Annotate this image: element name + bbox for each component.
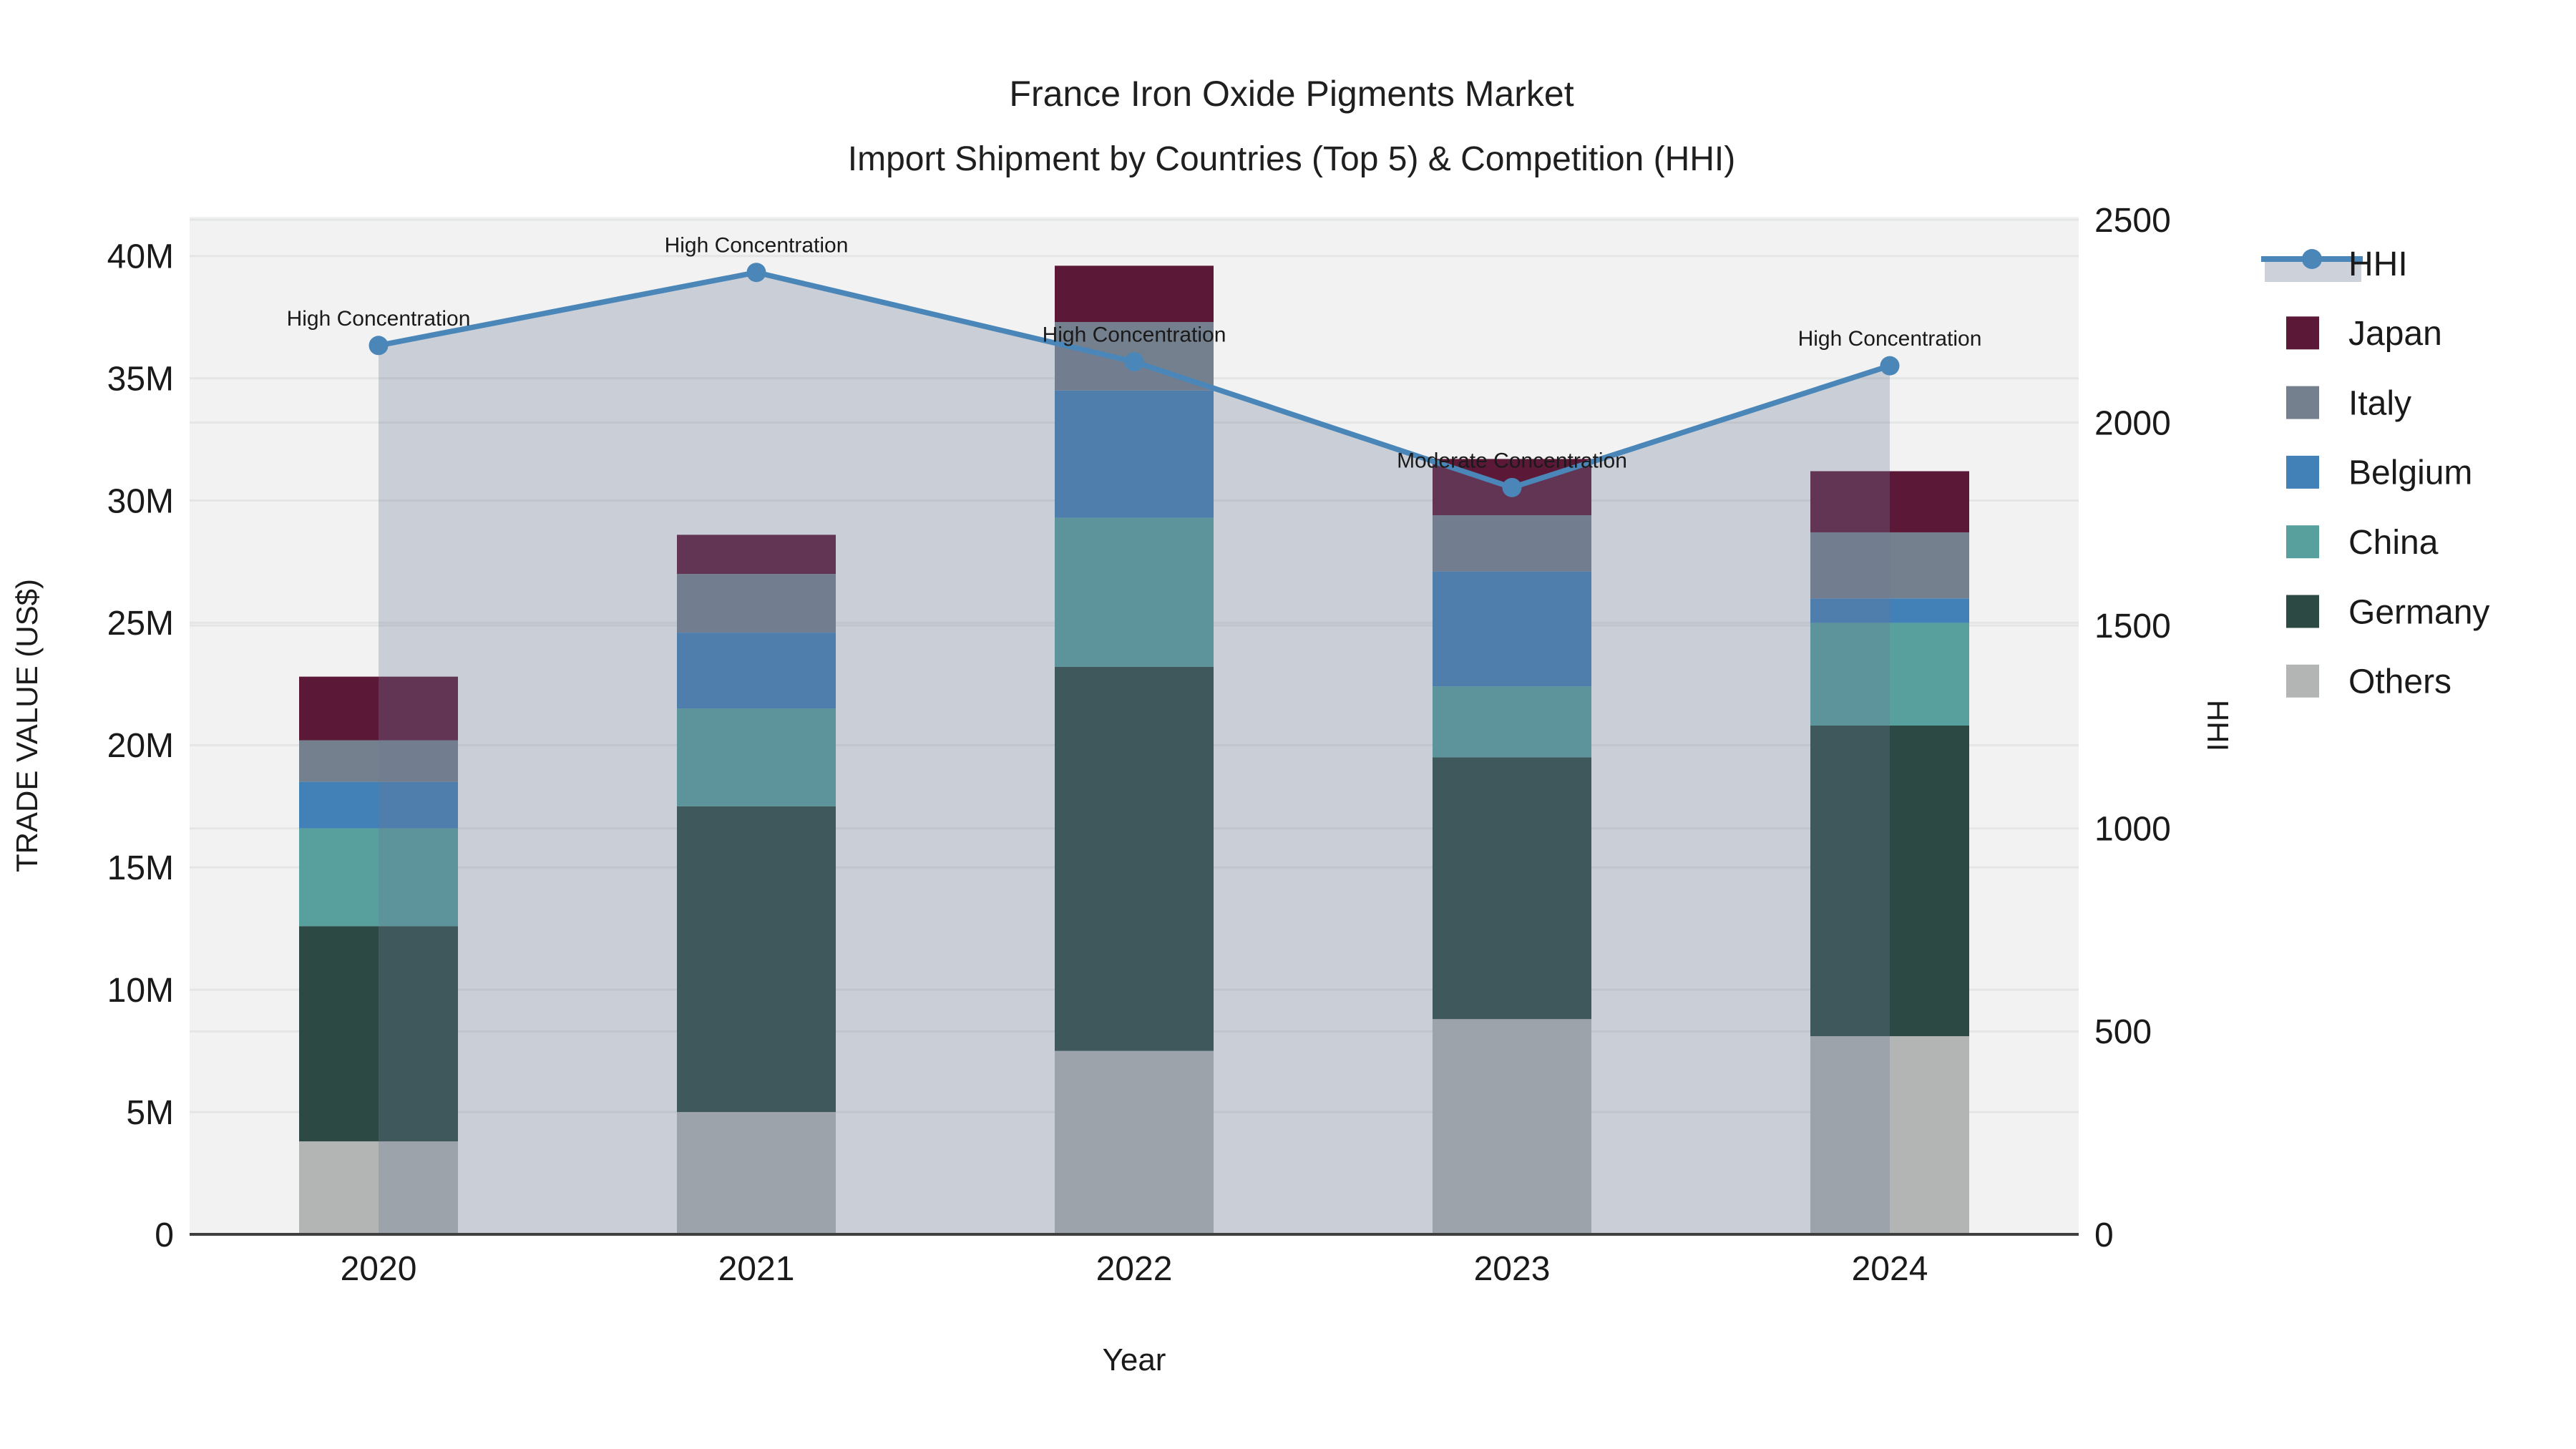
x-tick-2020: 2020 [341,1250,417,1288]
legend-swatch-germany [2286,595,2319,628]
y-right-axis-title: HHI [2201,700,2235,751]
legend-label: China [2348,524,2439,562]
bar-segment-china-2020[interactable] [299,828,458,927]
bar-segment-italy-2024[interactable] [1810,532,1969,599]
bar-segment-others-2024[interactable] [1810,1036,1969,1234]
hhi-marker-2021[interactable] [746,263,766,283]
legend-label: Italy [2348,384,2411,422]
annotation-2023: Moderate Concentration [1397,449,1627,472]
y-right-tick: 1500 [2094,608,2171,645]
bar-segment-italy-2021[interactable] [677,574,836,633]
bar-segment-japan-2024[interactable] [1810,471,1969,532]
bar-segment-japan-2020[interactable] [299,676,458,741]
chart-subtitle: Import Shipment by Countries (Top 5) & C… [848,140,1735,178]
legend-item-others[interactable]: Others [2286,663,2451,701]
y-right-tick: 500 [2094,1013,2152,1051]
x-tick-2022: 2022 [1096,1250,1173,1288]
annotation-2024: High Concentration [1798,327,1982,351]
legend-item-japan[interactable]: Japan [2286,315,2442,353]
bar-segment-china-2022[interactable] [1055,517,1214,667]
bar-segment-italy-2020[interactable] [299,740,458,782]
bar-segment-others-2023[interactable] [1433,1019,1591,1234]
y-left-axis-title: TRADE VALUE (US$) [10,579,44,872]
bar-segment-germany-2022[interactable] [1055,666,1214,1051]
bar-segment-italy-2023[interactable] [1433,515,1591,572]
y-left-tick: 20M [107,727,174,765]
legend-swatch-belgium [2286,455,2319,489]
bar-segment-belgium-2021[interactable] [677,633,836,709]
y-right-tick: 1000 [2094,811,2171,849]
y-left-tick: 5M [126,1094,174,1132]
bar-segment-germany-2020[interactable] [299,926,458,1142]
bar-segment-belgium-2023[interactable] [1433,571,1591,687]
bar-segment-japan-2022[interactable] [1055,265,1214,322]
legend-label: Germany [2348,593,2489,631]
legend-item-hhi[interactable]: HHI [2261,245,2408,283]
bar-segment-china-2024[interactable] [1810,623,1969,726]
legend-label: Belgium [2348,454,2472,492]
bar-segment-belgium-2022[interactable] [1055,390,1214,518]
legend-swatch-others [2286,664,2319,698]
x-axis-title: Year [1103,1342,1166,1377]
legend-label: Japan [2348,315,2442,353]
annotation-2022: High Concentration [1043,323,1226,346]
bar-segment-others-2022[interactable] [1055,1050,1214,1234]
legend-item-belgium[interactable]: Belgium [2286,454,2472,492]
hhi-marker-2020[interactable] [369,336,389,356]
legend-item-china[interactable]: China [2286,524,2439,562]
legend-label: HHI [2348,245,2408,283]
bar-segment-others-2021[interactable] [677,1112,836,1234]
legend-swatch-japan [2286,316,2319,350]
legend-label: Others [2348,663,2451,701]
x-tick-2021: 2021 [718,1250,795,1288]
y-right-tick: 2500 [2094,202,2171,240]
legend-item-germany[interactable]: Germany [2286,593,2489,631]
bar-segment-belgium-2020[interactable] [299,781,458,829]
y-left-tick: 25M [107,605,174,643]
legend-item-italy[interactable]: Italy [2286,384,2411,422]
chart-title: France Iron Oxide Pigments Market [1009,74,1574,114]
y-left-tick: 40M [107,238,174,275]
legend-swatch-italy [2286,386,2319,419]
bar-segment-belgium-2024[interactable] [1810,598,1969,623]
bar-segment-germany-2023[interactable] [1433,757,1591,1020]
x-tick-2024: 2024 [1852,1250,1928,1288]
y-right-tick: 2000 [2094,404,2171,442]
bar-segment-china-2023[interactable] [1433,686,1591,758]
legend-swatch-china [2286,525,2319,559]
x-tick-2023: 2023 [1474,1250,1551,1288]
hhi-marker-2022[interactable] [1124,351,1144,371]
y-left-tick: 35M [107,360,174,398]
hhi-area [379,272,1890,1234]
bar-segment-japan-2021[interactable] [677,535,836,575]
y-right-tick: 0 [2094,1216,2114,1254]
annotation-2021: High Concentration [665,234,849,258]
bar-segment-germany-2024[interactable] [1810,726,1969,1037]
y-left-tick: 0 [155,1216,174,1254]
y-left-tick: 15M [107,849,174,887]
bar-segment-germany-2021[interactable] [677,806,836,1113]
hhi-marker-2024[interactable] [1880,356,1900,376]
bars [299,265,1969,1234]
annotation-2020: High Concentration [287,307,471,331]
hhi-marker-2023[interactable] [1502,477,1522,497]
bar-segment-china-2021[interactable] [677,708,836,806]
legend-hhi-marker-icon [2302,249,2322,269]
legend: HHI Japan Italy Belgium China Germany Others [2261,245,2489,701]
y-left-tick: 30M [107,482,174,520]
bar-segment-others-2020[interactable] [299,1141,458,1234]
y-left-tick: 10M [107,972,174,1010]
